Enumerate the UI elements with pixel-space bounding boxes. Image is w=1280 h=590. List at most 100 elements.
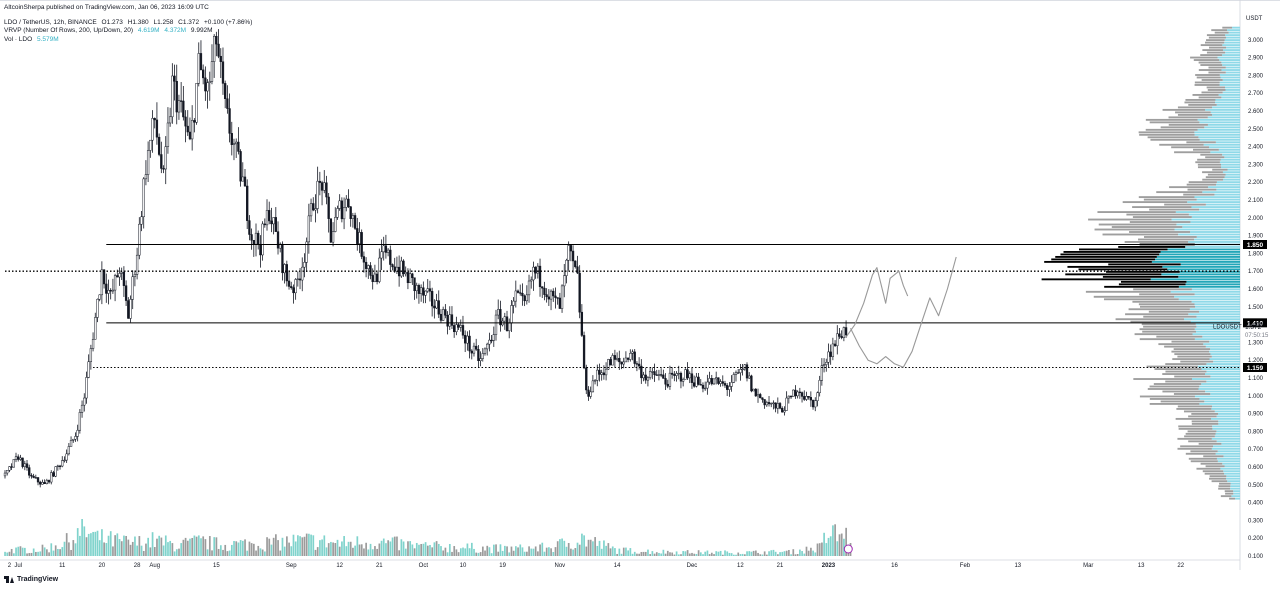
candle-down xyxy=(519,292,522,294)
candle-down xyxy=(723,383,727,386)
candle-down xyxy=(290,286,293,288)
volume-profile-up-row xyxy=(1209,350,1240,353)
volume-profile-up-row xyxy=(1190,320,1240,323)
candle-up xyxy=(345,198,348,208)
volume-profile-down-row xyxy=(1190,450,1218,453)
candle-up xyxy=(206,82,209,92)
candle-up xyxy=(65,453,68,461)
volume-profile-down-row xyxy=(1148,310,1199,313)
volume-bar xyxy=(76,528,79,556)
volume-bar xyxy=(644,551,647,556)
volume-profile-up-row xyxy=(1215,452,1240,455)
candle-down xyxy=(243,176,247,187)
volume-bar xyxy=(829,536,832,556)
volume-bar xyxy=(592,541,594,556)
candle-down xyxy=(571,250,575,262)
candle-up xyxy=(129,299,132,319)
volume-profile-up-row xyxy=(1221,166,1240,169)
volume-bar xyxy=(140,545,143,556)
candle-up xyxy=(382,245,385,253)
volume-bar xyxy=(327,543,330,556)
volume-bar xyxy=(393,536,396,556)
candle-down xyxy=(318,180,322,183)
volume-profile-down-row xyxy=(1171,146,1210,149)
candle-down xyxy=(34,477,37,479)
candle-up xyxy=(827,351,830,363)
volume-bar xyxy=(554,547,557,556)
volume-profile-down-row xyxy=(1202,470,1224,473)
candle-down xyxy=(653,371,656,376)
volume-bar xyxy=(442,550,445,556)
volume-bar xyxy=(805,546,808,556)
candle-down xyxy=(690,373,694,383)
volume-bar xyxy=(724,550,726,556)
volume-profile-up-row xyxy=(1207,116,1240,119)
volume-profile-down-row xyxy=(1222,26,1233,29)
candle-down xyxy=(285,264,288,282)
candle-down xyxy=(534,266,537,274)
candle-down xyxy=(552,290,555,297)
volume-bar xyxy=(455,549,458,556)
volume-profile-up-row xyxy=(1231,495,1240,498)
volume-profile-up-row xyxy=(1216,188,1240,191)
candle-up xyxy=(739,369,742,374)
volume-bar xyxy=(116,533,119,556)
volume-profile-down-row xyxy=(1205,156,1225,159)
volume-profile-down-row xyxy=(1145,118,1198,121)
volume-bar xyxy=(823,532,825,556)
volume-bar xyxy=(83,526,86,556)
volume-bar xyxy=(288,542,290,556)
candle-up xyxy=(254,232,258,245)
volume-bar xyxy=(39,551,42,556)
candle-down xyxy=(250,234,253,241)
candle-up xyxy=(607,359,610,370)
volume-bar xyxy=(347,541,350,556)
candle-up xyxy=(135,254,139,275)
volume-profile-down-row xyxy=(1191,420,1219,423)
candle-down xyxy=(52,472,55,477)
volume-profile-up-row xyxy=(1203,343,1240,346)
volume-profile-down-row xyxy=(1130,320,1191,323)
candle-up xyxy=(131,276,134,300)
volume-bar xyxy=(294,541,297,556)
volume-profile-up-row xyxy=(1210,111,1240,114)
candle-down xyxy=(602,372,606,376)
volume-bar xyxy=(409,541,412,556)
volume-profile-up-row xyxy=(1212,113,1240,116)
candle-up xyxy=(651,371,654,373)
volume-profile-up-row xyxy=(1220,158,1240,161)
volume-bar xyxy=(506,546,508,556)
candle-up xyxy=(629,353,632,360)
candle-up xyxy=(351,215,355,219)
volume-bar xyxy=(429,544,431,556)
candle-up xyxy=(133,274,137,277)
volume-profile-up-row xyxy=(1194,133,1240,136)
volume-profile-up-row xyxy=(1219,59,1240,61)
volume-bar xyxy=(726,551,729,556)
volume-bar xyxy=(796,554,799,556)
volume-bar xyxy=(215,537,218,556)
volume-bar xyxy=(788,549,790,556)
volume-profile-down-row xyxy=(1209,46,1227,49)
volume-value: 5.579M xyxy=(37,36,59,43)
volume-profile-up-row xyxy=(1222,171,1240,174)
volume-profile-down-row xyxy=(1206,34,1226,37)
volume-bar xyxy=(391,537,394,556)
volume-bar xyxy=(680,554,682,556)
volume-bar xyxy=(728,552,731,556)
volume-profile-down-row xyxy=(1198,61,1222,64)
candle-up xyxy=(792,389,795,397)
volume-bar xyxy=(446,552,449,556)
volume-bar xyxy=(477,552,480,556)
candle-up xyxy=(41,482,44,485)
candle-up xyxy=(787,395,790,399)
volume-profile-up-row xyxy=(1202,335,1240,338)
volume-profile-up-row xyxy=(1228,31,1240,34)
volume-bar xyxy=(576,542,579,556)
candle-down xyxy=(157,136,161,155)
volume-profile-down-row xyxy=(1094,228,1175,231)
candle-down xyxy=(453,325,456,333)
volume-bar xyxy=(818,543,821,556)
x-axis-tick-label: 21 xyxy=(376,563,383,569)
